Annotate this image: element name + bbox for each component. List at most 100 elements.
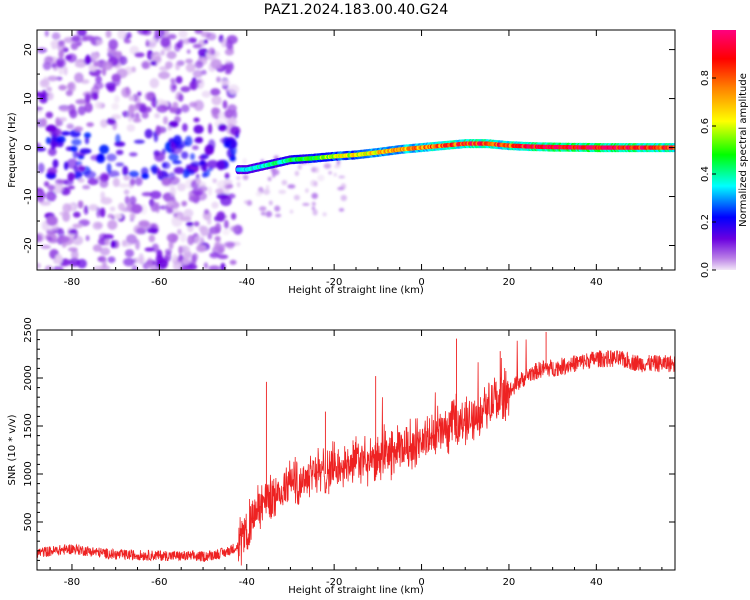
noise-blob — [333, 172, 337, 177]
colorbar-tick-label: 0.8 — [700, 70, 711, 86]
noise-blob — [141, 192, 154, 197]
noise-blob — [124, 195, 130, 205]
snr-xlabel: Height of straight line (km) — [288, 585, 424, 596]
noise-blob — [222, 228, 230, 236]
spectrogram-panel: -80 -60 -40 -20 0 20 40 -20 -10 0 10 20 Height of s… — [7, 29, 676, 296]
noise-blob — [79, 148, 92, 155]
noise-blob — [58, 84, 67, 91]
noise-blob — [224, 109, 234, 119]
noise-blob — [172, 160, 182, 165]
noise-blob — [161, 177, 172, 186]
noise-blob — [210, 58, 222, 70]
noise-blob — [106, 117, 116, 125]
noise-blob — [121, 87, 132, 98]
noise-blob — [118, 202, 126, 211]
noise-blob — [155, 125, 161, 136]
noise-blob — [236, 176, 241, 180]
noise-blob — [191, 254, 197, 266]
noise-blob — [102, 257, 107, 268]
noise-blob — [44, 265, 53, 270]
noise-blob — [94, 101, 103, 109]
noise-blob — [222, 100, 228, 109]
noise-blob — [113, 50, 122, 59]
noise-blob — [107, 84, 116, 93]
noise-blob — [38, 191, 46, 200]
noise-blob — [68, 229, 77, 235]
noise-blob — [88, 204, 99, 211]
x-tick-label: -20 — [326, 277, 342, 288]
noise-blob — [193, 124, 204, 134]
noise-blob — [183, 208, 194, 218]
noise-blob — [203, 262, 208, 269]
noise-blob — [122, 165, 129, 177]
noise-blob — [146, 257, 153, 269]
noise-blob — [173, 212, 178, 218]
noise-blob — [195, 178, 201, 185]
noise-blob — [195, 136, 204, 144]
noise-blob — [315, 166, 320, 174]
noise-blob — [190, 153, 195, 161]
noise-blob — [193, 100, 204, 111]
noise-blob — [302, 202, 310, 206]
noise-blob — [67, 185, 75, 190]
noise-blob — [75, 161, 83, 166]
noise-blob — [182, 168, 190, 179]
y-tick-label: 1500 — [23, 413, 34, 438]
noise-blob — [178, 93, 184, 102]
noise-blob — [37, 234, 43, 243]
noise-blob — [92, 221, 103, 230]
noise-blob — [336, 159, 341, 166]
noise-blob — [210, 88, 221, 96]
noise-blob — [58, 50, 65, 58]
noise-blob — [110, 240, 117, 249]
y-tick-label: 10 — [23, 92, 34, 105]
noise-blob — [93, 61, 101, 67]
noise-blob — [289, 209, 294, 214]
noise-blob — [128, 95, 135, 102]
noise-blob — [186, 221, 194, 227]
noise-blob — [117, 30, 127, 40]
noise-blob — [40, 244, 51, 249]
noise-blob — [129, 178, 136, 186]
noise-blob — [211, 201, 219, 209]
noise-blob — [153, 55, 162, 63]
noise-blob — [47, 167, 58, 175]
noise-blob — [77, 200, 84, 209]
noise-blob — [54, 254, 63, 265]
noise-blob — [37, 47, 48, 54]
noise-blob — [201, 90, 211, 98]
noise-blob — [73, 165, 79, 173]
noise-blob — [53, 182, 64, 194]
noise-blob — [192, 43, 202, 49]
noise-blob — [189, 101, 198, 108]
noise-blob — [172, 253, 177, 262]
figure-title: PAZ1.2024.183.00.40.G24 — [264, 2, 449, 18]
noise-blob — [58, 117, 67, 122]
noise-blob — [198, 48, 209, 58]
noise-blob — [71, 35, 81, 42]
noise-blob — [160, 36, 171, 48]
noise-blob — [340, 194, 347, 202]
noise-blob — [47, 226, 58, 232]
noise-blob — [230, 125, 241, 136]
noise-blob — [67, 172, 75, 182]
noise-blob — [194, 30, 203, 34]
noise-blob — [75, 99, 88, 105]
x-tick-label: 40 — [590, 577, 603, 588]
noise-blob — [164, 141, 172, 152]
snr-axes: -80 -60 -40 -20 0 20 40 500 1000 1500 2000 2500 — [23, 317, 675, 588]
noise-blob — [51, 140, 56, 151]
noise-blob — [311, 201, 316, 206]
noise-blob — [208, 265, 221, 270]
noise-blob — [62, 203, 72, 214]
snr-panel: -80 -60 -40 -20 0 20 40 500 1000 1500 2000 2500 Hei… — [7, 317, 676, 596]
noise-blob — [85, 235, 90, 242]
noise-blob — [178, 245, 183, 255]
noise-blob — [305, 188, 309, 193]
noise-blob — [267, 176, 272, 182]
noise-blob — [141, 61, 150, 70]
noise-blob — [158, 71, 171, 80]
noise-blob — [255, 191, 263, 197]
noise-blob — [236, 181, 241, 188]
y-tick-label: 2500 — [23, 317, 34, 342]
